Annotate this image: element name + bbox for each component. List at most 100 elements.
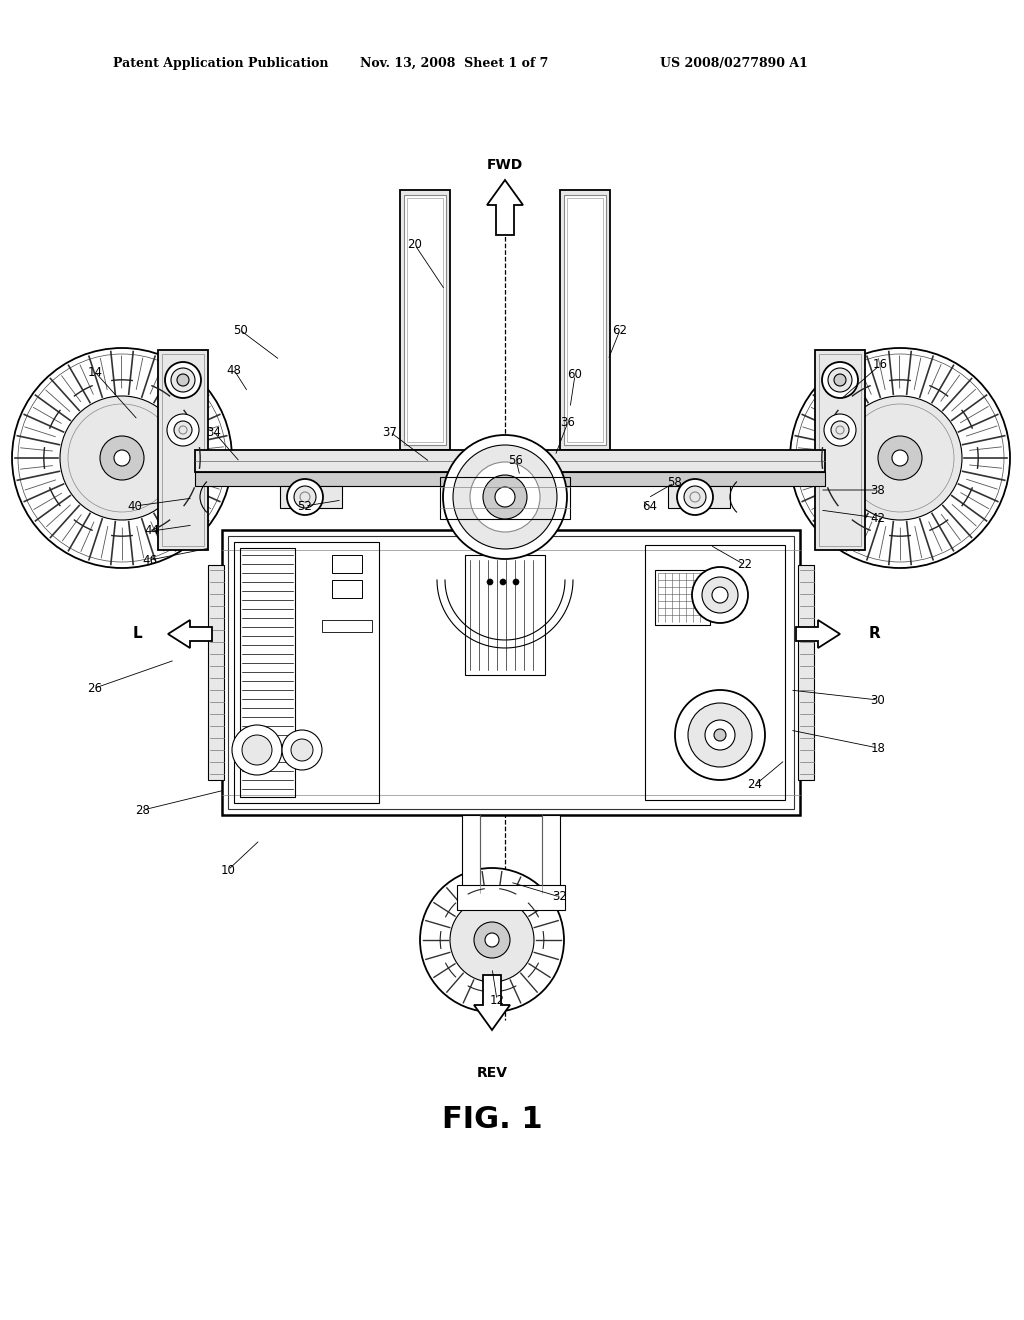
Text: REV: REV [476,1067,508,1080]
Bar [162,354,204,546]
Circle shape [688,704,752,767]
Circle shape [165,362,201,399]
Circle shape [167,414,199,446]
Bar [542,814,560,895]
Circle shape [487,579,493,585]
Text: US 2008/0277890 A1: US 2008/0277890 A1 [660,57,808,70]
Text: 12: 12 [489,994,505,1006]
Text: 18: 18 [870,742,886,755]
Text: Nov. 13, 2008  Sheet 1 of 7: Nov. 13, 2008 Sheet 1 of 7 [360,57,549,70]
Bar [228,536,794,809]
Circle shape [495,487,515,507]
Bar [798,565,814,780]
Bar [404,195,446,445]
Circle shape [692,568,748,623]
Circle shape [474,921,510,958]
Bar [655,570,710,624]
Text: 40: 40 [128,499,142,512]
Circle shape [834,374,846,385]
Polygon shape [168,620,212,648]
Circle shape [171,368,195,392]
Circle shape [443,436,567,558]
Bar [280,486,342,508]
Circle shape [500,579,506,585]
Bar [158,350,208,550]
Text: 60: 60 [567,368,583,381]
Circle shape [174,421,193,440]
Bar [208,565,224,780]
Bar [322,620,372,632]
Bar [240,548,295,797]
Bar [668,486,730,508]
Bar [407,198,443,442]
Polygon shape [796,620,840,648]
Text: 48: 48 [226,363,242,376]
Bar [564,195,606,445]
Text: R: R [869,627,881,642]
Circle shape [822,362,858,399]
Circle shape [294,486,316,508]
Text: 22: 22 [737,558,753,572]
Text: 42: 42 [870,511,886,524]
Text: 38: 38 [870,483,886,496]
Circle shape [232,725,282,775]
Circle shape [513,579,519,585]
Circle shape [702,577,738,612]
Text: L: L [132,627,141,642]
Bar [195,473,825,486]
Circle shape [60,396,184,520]
Circle shape [282,730,322,770]
Circle shape [114,450,130,466]
Text: 34: 34 [207,425,221,438]
Circle shape [453,445,557,549]
Text: 46: 46 [142,553,158,566]
Bar [234,543,379,803]
Circle shape [242,735,272,766]
Bar [645,545,785,800]
Text: 30: 30 [870,693,886,706]
Circle shape [831,421,849,440]
Bar [440,477,570,519]
Circle shape [470,462,540,532]
Circle shape [291,739,313,762]
Polygon shape [487,180,523,235]
Text: 32: 32 [553,891,567,903]
Circle shape [485,933,499,946]
Text: 50: 50 [232,323,248,337]
Bar [462,814,480,895]
Circle shape [878,436,922,480]
Circle shape [712,587,728,603]
Circle shape [828,368,852,392]
Bar [465,554,545,675]
Bar [815,350,865,550]
Text: 36: 36 [560,416,575,429]
Bar [400,190,450,450]
Circle shape [838,396,962,520]
Circle shape [287,479,323,515]
Text: 20: 20 [408,239,423,252]
Circle shape [450,898,534,982]
Circle shape [12,348,232,568]
Bar [567,198,603,442]
Circle shape [705,719,735,750]
Text: 58: 58 [667,477,681,490]
Circle shape [824,414,856,446]
Text: 28: 28 [135,804,151,817]
Text: 37: 37 [383,425,397,438]
Text: 14: 14 [87,366,102,379]
Bar [332,579,362,598]
Circle shape [675,690,765,780]
Polygon shape [474,975,510,1030]
Text: 44: 44 [144,524,160,537]
Text: FIG. 1: FIG. 1 [441,1106,543,1134]
Text: 52: 52 [298,499,312,512]
Bar [222,531,800,814]
Circle shape [684,486,706,508]
Text: Patent Application Publication: Patent Application Publication [113,57,329,70]
Circle shape [677,479,713,515]
Text: 10: 10 [220,863,236,876]
Circle shape [177,374,189,385]
Text: 26: 26 [87,681,102,694]
Bar [560,190,610,450]
Text: FWD: FWD [486,158,523,172]
